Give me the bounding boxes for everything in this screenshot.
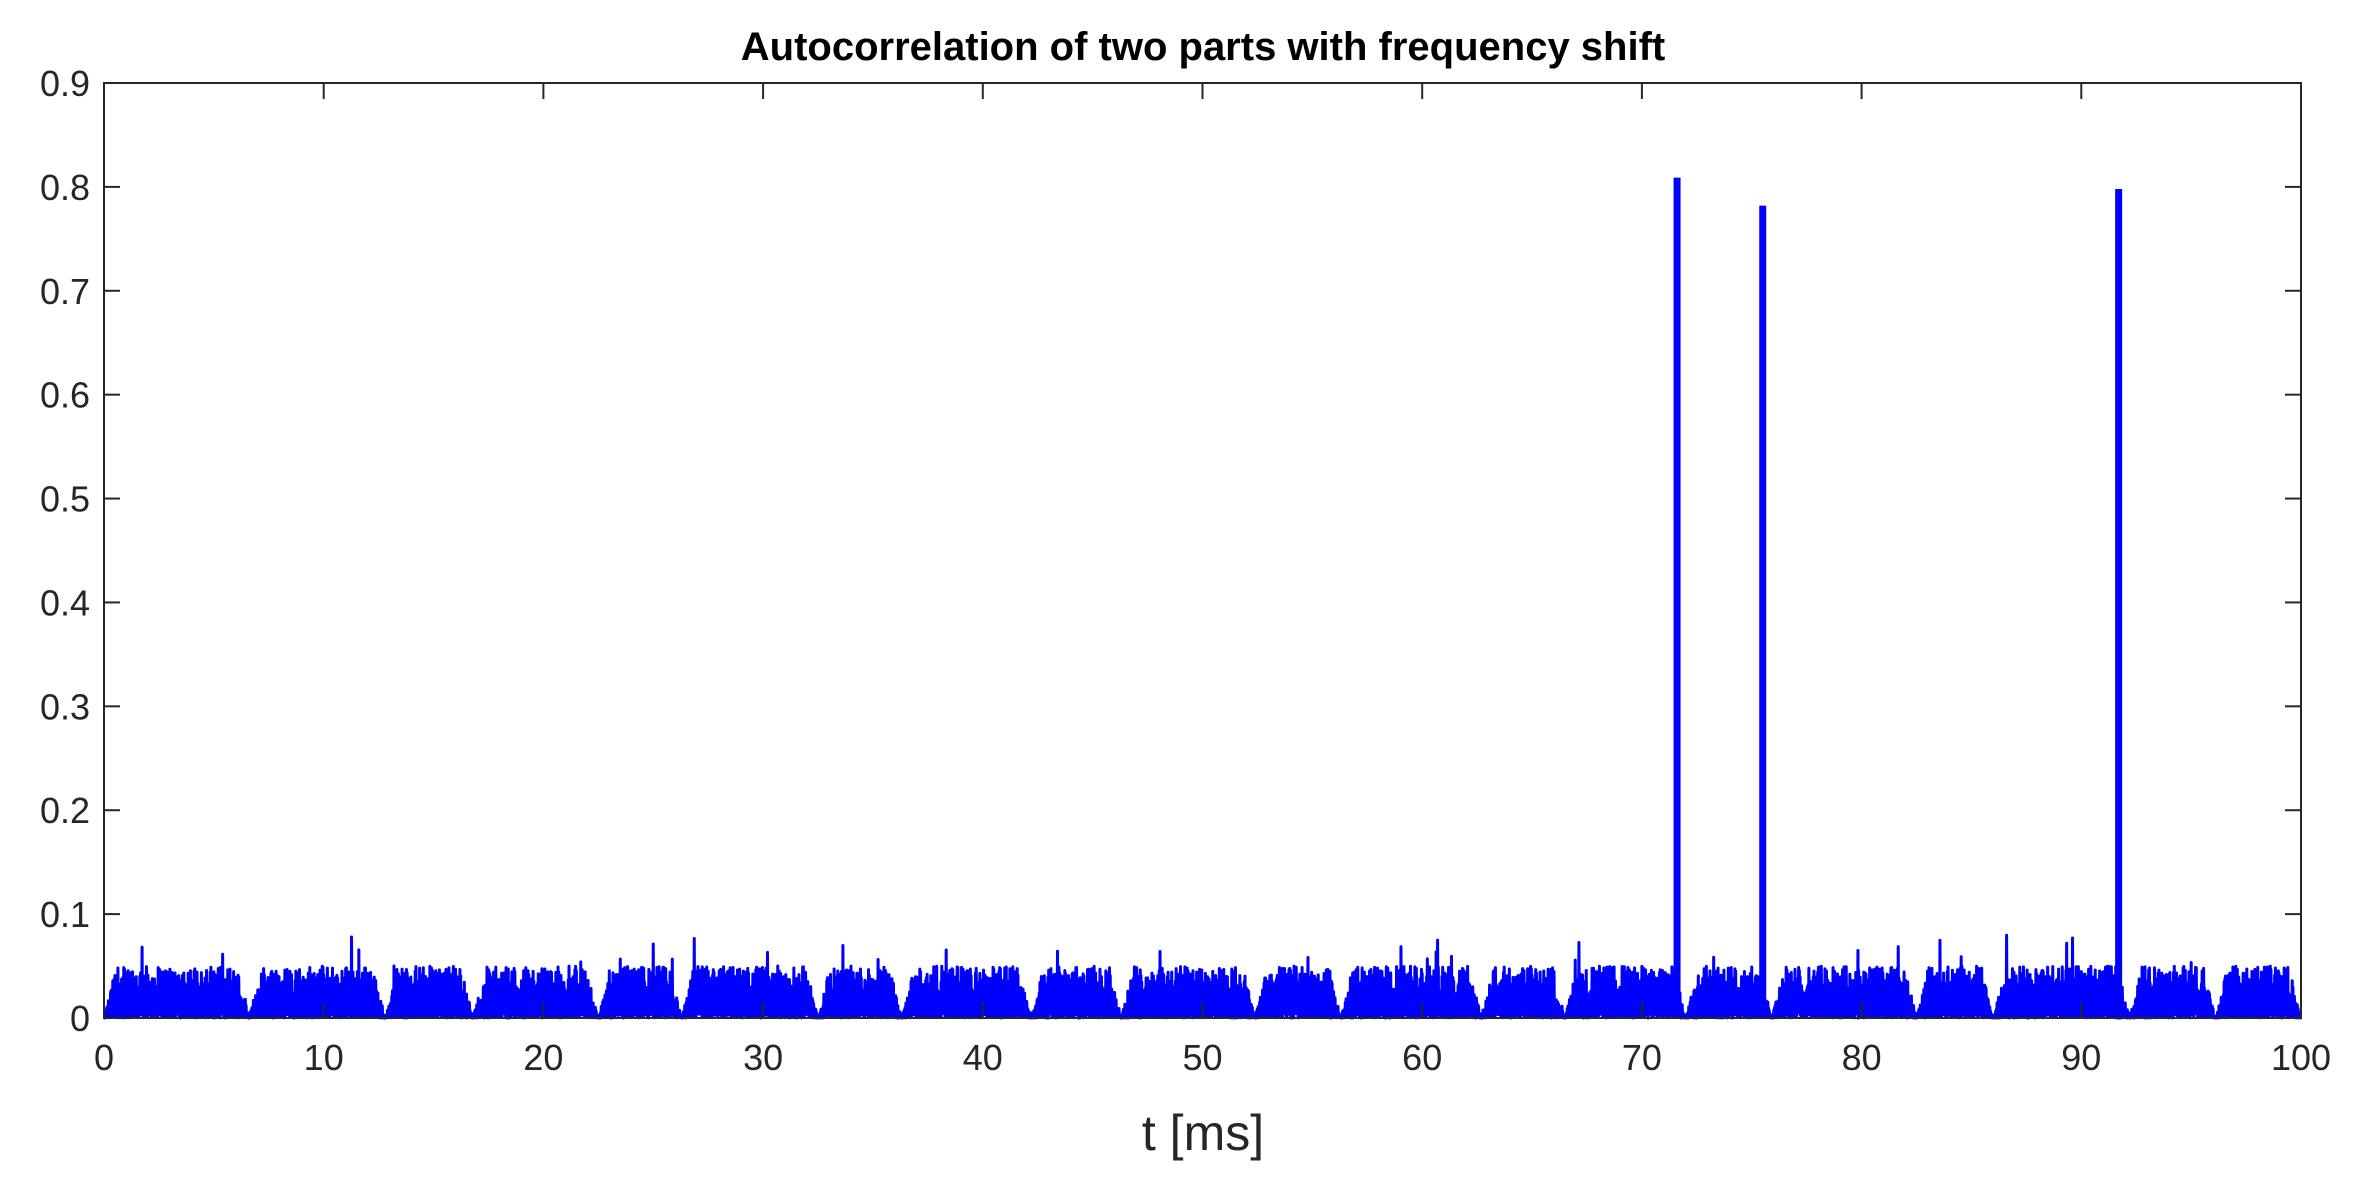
x-tick-label-10: 100 [2271, 1037, 2331, 1078]
y-tick-label-2: 0.2 [40, 790, 90, 831]
axes-box [103, 82, 2302, 1019]
x-tick-label-1: 10 [304, 1037, 344, 1078]
x-axis-title: t [ms] [1142, 1105, 1264, 1161]
y-tick-label-4: 0.4 [40, 582, 90, 623]
y-tick-label-0: 0 [70, 998, 90, 1039]
tick-layer: 0 10 20 30 40 50 60 70 80 90 100 0 0.1 0.2 0.3 0.4 0.5 0.… [40, 63, 2331, 1078]
x-tick-label-3: 30 [743, 1037, 783, 1078]
series-layer [102, 177, 2303, 1020]
x-tick-label-4: 40 [963, 1037, 1003, 1078]
x-tick-label-8: 80 [1842, 1037, 1882, 1078]
y-tick-label-9: 0.9 [40, 63, 90, 104]
y-tick-label-5: 0.5 [40, 479, 90, 520]
y-tick-label-3: 0.3 [40, 686, 90, 727]
y-tick-label-1: 0.1 [40, 894, 90, 935]
x-tick-label-2: 20 [523, 1037, 563, 1078]
x-tick-label-0: 0 [94, 1037, 114, 1078]
peak-2 [2115, 189, 2123, 1019]
x-tick-label-9: 90 [2061, 1037, 2101, 1078]
y-tick-label-8: 0.8 [40, 167, 90, 208]
peak-1 [1759, 205, 1767, 1019]
peak-0 [1673, 177, 1681, 1019]
x-tick-label-5: 50 [1182, 1037, 1222, 1078]
x-tick-label-6: 60 [1402, 1037, 1442, 1078]
chart-title: Autocorrelation of two parts with freque… [741, 25, 1666, 69]
plot-area: 0 10 20 30 40 50 60 70 80 90 100 0 0.1 0.2 0.3 0.4 0.5 0.… [40, 63, 2331, 1078]
y-tick-label-6: 0.6 [40, 375, 90, 416]
x-tick-label-7: 70 [1622, 1037, 1662, 1078]
y-tick-label-7: 0.7 [40, 271, 90, 312]
